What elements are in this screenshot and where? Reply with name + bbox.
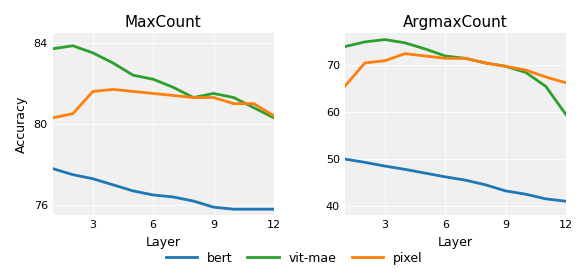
vit-mae xyxy=(402,41,409,44)
pixel xyxy=(109,88,116,91)
vit-mae xyxy=(109,61,116,65)
bert xyxy=(341,157,348,161)
pixel xyxy=(129,90,136,93)
pixel xyxy=(402,52,409,55)
vit-mae xyxy=(422,47,429,51)
vit-mae xyxy=(270,116,278,120)
vit-mae xyxy=(482,61,489,65)
pixel xyxy=(270,114,278,118)
pixel xyxy=(190,96,197,99)
pixel xyxy=(230,102,237,105)
bert xyxy=(542,197,549,201)
vit-mae xyxy=(502,65,509,68)
bert xyxy=(150,193,157,197)
pixel xyxy=(49,116,56,120)
bert xyxy=(109,183,116,187)
bert xyxy=(502,189,509,193)
X-axis label: Layer: Layer xyxy=(438,236,473,249)
vit-mae xyxy=(190,96,197,99)
pixel xyxy=(250,102,258,105)
pixel xyxy=(502,65,509,68)
vit-mae xyxy=(382,38,389,41)
vit-mae xyxy=(250,106,258,109)
Legend: bert, vit-mae, pixel: bert, vit-mae, pixel xyxy=(161,247,427,270)
vit-mae xyxy=(69,44,76,47)
pixel xyxy=(382,59,389,62)
pixel xyxy=(361,61,368,65)
X-axis label: Layer: Layer xyxy=(146,236,181,249)
vit-mae xyxy=(341,45,348,48)
bert xyxy=(422,171,429,175)
pixel xyxy=(482,61,489,65)
bert xyxy=(562,200,569,203)
pixel xyxy=(150,92,157,95)
Line: bert: bert xyxy=(345,159,566,201)
vit-mae xyxy=(230,96,237,99)
pixel xyxy=(170,94,177,97)
bert xyxy=(462,179,469,182)
bert xyxy=(382,164,389,168)
bert xyxy=(442,175,449,179)
Line: pixel: pixel xyxy=(53,89,274,118)
pixel xyxy=(210,96,217,99)
pixel xyxy=(89,90,96,93)
pixel xyxy=(542,75,549,79)
bert xyxy=(69,173,76,176)
vit-mae xyxy=(442,54,449,58)
pixel xyxy=(341,85,348,88)
bert xyxy=(230,208,237,211)
pixel xyxy=(522,68,529,72)
vit-mae xyxy=(129,73,136,77)
bert xyxy=(129,189,136,193)
bert xyxy=(361,161,368,164)
bert xyxy=(89,177,96,181)
vit-mae xyxy=(89,51,96,55)
pixel xyxy=(442,57,449,60)
vit-mae xyxy=(210,92,217,95)
Y-axis label: Accuracy: Accuracy xyxy=(15,95,28,153)
bert xyxy=(250,208,258,211)
vit-mae xyxy=(522,71,529,74)
vit-mae xyxy=(361,40,368,44)
bert xyxy=(190,200,197,203)
bert xyxy=(49,167,56,170)
vit-mae xyxy=(150,78,157,81)
pixel xyxy=(422,54,429,58)
Line: bert: bert xyxy=(53,169,274,209)
Title: MaxCount: MaxCount xyxy=(125,15,202,30)
vit-mae xyxy=(170,86,177,89)
vit-mae xyxy=(49,47,56,51)
Line: vit-mae: vit-mae xyxy=(53,46,274,118)
pixel xyxy=(69,112,76,115)
bert xyxy=(482,183,489,187)
Line: pixel: pixel xyxy=(345,54,566,86)
Line: vit-mae: vit-mae xyxy=(345,39,566,115)
pixel xyxy=(562,81,569,84)
vit-mae xyxy=(462,57,469,60)
bert xyxy=(402,168,409,171)
vit-mae xyxy=(542,85,549,88)
bert xyxy=(270,208,278,211)
bert xyxy=(170,195,177,199)
Title: ArgmaxCount: ArgmaxCount xyxy=(403,15,507,30)
vit-mae xyxy=(562,113,569,116)
bert xyxy=(210,206,217,209)
bert xyxy=(522,193,529,196)
pixel xyxy=(462,57,469,60)
